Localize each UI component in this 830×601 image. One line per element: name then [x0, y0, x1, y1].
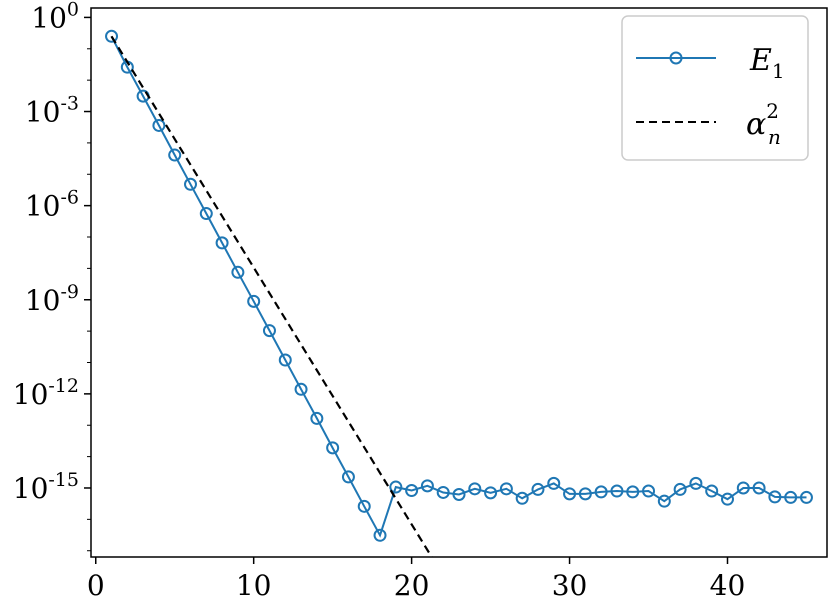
series-e1-point — [594, 485, 608, 499]
x-tick-label: 30 — [552, 569, 588, 601]
series-e1-point — [405, 484, 419, 498]
series-e1-point — [247, 294, 261, 308]
series-e1-point — [215, 236, 229, 250]
y-tick-label-exponent: -9 — [60, 281, 79, 303]
series-e1-point — [563, 487, 577, 501]
x-axis-ticks: 0 10 20 30 40 — [87, 557, 745, 601]
legend-label-e1: E1 — [749, 43, 785, 83]
legend-marker-e1 — [669, 51, 683, 65]
series-e1-point — [199, 207, 213, 221]
series-e1-point — [152, 118, 166, 132]
y-tick-label: 100 — [31, 0, 79, 34]
series-e1-point — [547, 476, 561, 490]
series-e1-point — [168, 148, 182, 162]
series-e1-point — [310, 411, 324, 425]
series-e1-point — [468, 482, 482, 496]
series-e1-point — [799, 490, 813, 504]
series-e1-point — [736, 481, 750, 495]
series-e1-point — [768, 490, 782, 504]
series-e1-point — [642, 484, 656, 498]
series-e1-point — [184, 177, 198, 191]
series-e1-point — [105, 29, 119, 43]
legend-label-e1-sub: 1 — [772, 59, 785, 83]
series-e1-point — [499, 482, 513, 496]
legend-label-alpha-sup: 2 — [766, 99, 779, 123]
series-e1-point — [341, 470, 355, 484]
y-tick-label-base: 10 — [25, 96, 61, 129]
series-e1-point — [231, 265, 245, 279]
plot-frame — [90, 7, 828, 558]
y-tick-label: 10-15 — [13, 469, 79, 505]
series-e1-point — [720, 492, 734, 506]
series-e1-point — [578, 487, 592, 501]
y-tick-label-base: 10 — [13, 378, 49, 411]
y-tick-label-exponent: -6 — [60, 187, 79, 209]
series-e1-point — [531, 482, 545, 496]
series-e1-point — [357, 499, 371, 513]
series-e1-point — [673, 482, 687, 496]
legend-label-alpha-main: α — [746, 107, 766, 142]
series-e1-point — [705, 484, 719, 498]
x-tick-label: 40 — [710, 569, 746, 601]
series-e1-point — [262, 324, 276, 338]
series-alpha-line — [110, 35, 433, 557]
y-tick-label-exponent: -3 — [60, 93, 79, 115]
series-e1-point — [436, 485, 450, 499]
y-tick-label-base: 10 — [25, 190, 61, 223]
legend-box — [621, 15, 809, 161]
plot-area — [105, 29, 813, 557]
series-e1-point — [626, 485, 640, 499]
series-e1-point — [452, 487, 466, 501]
y-tick-label-base: 10 — [31, 1, 67, 34]
series-e1-point — [373, 528, 387, 542]
series-e1-point — [610, 484, 624, 498]
y-tick-label-exponent: -12 — [48, 375, 79, 397]
series-e1-point — [326, 441, 340, 455]
series-e1-point — [657, 494, 671, 508]
series-e1-point — [389, 480, 403, 494]
series-e1-point — [784, 490, 798, 504]
legend: E1 α2 n — [621, 15, 809, 161]
y-tick-label: 10-3 — [25, 93, 79, 129]
y-tick-label: 10-6 — [25, 187, 79, 223]
series-e1-point — [515, 491, 529, 505]
y-tick-label: 10-9 — [25, 281, 79, 317]
x-tick-label: 10 — [236, 569, 272, 601]
y-tick-label: 10-12 — [13, 375, 79, 411]
series-e1-point — [278, 353, 292, 367]
series-layer — [105, 29, 813, 557]
legend-label-e1-main: E — [749, 43, 772, 78]
series-e1-point — [484, 486, 498, 500]
y-tick-label-exponent: -15 — [48, 469, 79, 491]
legend-label-alpha: α2 n — [746, 99, 781, 149]
y-tick-label-base: 10 — [13, 472, 49, 505]
x-tick-label: 20 — [394, 569, 430, 601]
y-tick-label-base: 10 — [25, 284, 61, 317]
series-e1-point — [752, 481, 766, 495]
series-e1-point — [420, 479, 434, 493]
series-e1-point — [689, 476, 703, 490]
y-tick-label-exponent: 0 — [67, 0, 79, 20]
x-tick-label: 0 — [87, 569, 105, 601]
legend-label-alpha-sub: n — [768, 125, 781, 149]
series-e1-point — [294, 382, 308, 396]
